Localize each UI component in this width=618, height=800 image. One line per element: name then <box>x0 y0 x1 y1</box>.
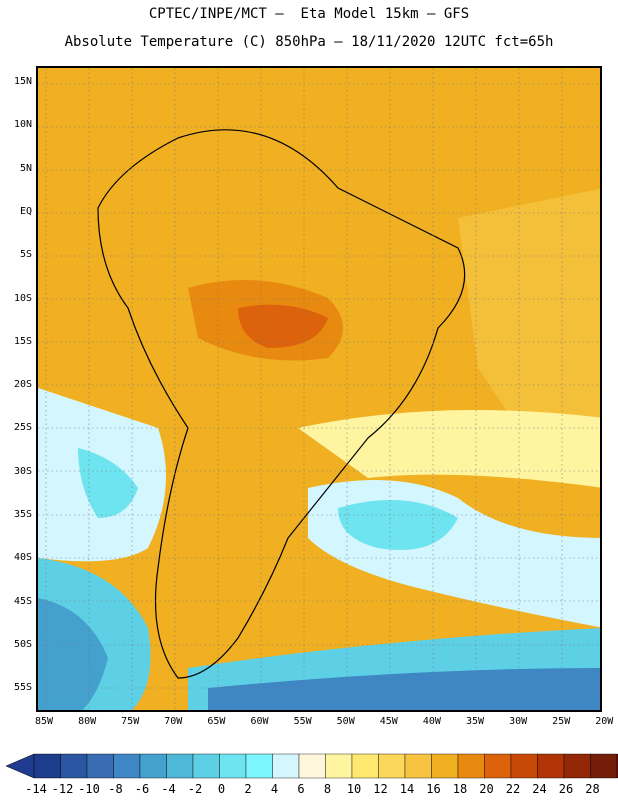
colorbar-cell <box>86 753 114 779</box>
colorbar-tick-label: 4 <box>270 782 279 796</box>
colorbar-tick-label: 2 <box>244 782 252 796</box>
lon-label: 20W <box>595 716 614 727</box>
colorbar-under-arrow <box>5 753 35 779</box>
field-far-south-cold <box>208 668 600 710</box>
lat-label: 45S <box>13 595 32 607</box>
colorbar-cell <box>563 753 591 779</box>
colorbar-cell <box>113 753 141 779</box>
colorbar-cell <box>431 753 459 779</box>
lat-label: 50S <box>13 638 32 650</box>
colorbar-cell <box>404 753 432 779</box>
colorbar-cell <box>351 753 379 779</box>
colorbar-tick-label: -14 <box>25 782 47 796</box>
chart-title-line1: CPTEC/INPE/MCT – Eta Model 15km – GFS <box>148 6 470 22</box>
colorbar-cell <box>325 753 353 779</box>
lat-label: 20S <box>13 379 32 391</box>
lat-label: 55S <box>13 682 32 694</box>
colorbar-cells <box>5 753 618 779</box>
lat-label: 10N <box>13 119 32 131</box>
colorbar-cell <box>298 753 326 779</box>
lat-label: 15S <box>13 335 32 347</box>
field-e-ocean <box>458 188 600 428</box>
lat-label: 5S <box>19 249 32 261</box>
colorbar-tick-label: 12 <box>373 782 388 796</box>
field-s-yellow-band <box>298 410 600 488</box>
colorbar-cell <box>457 753 485 779</box>
lat-label: 25S <box>13 422 32 434</box>
colorbar-tick-label: 18 <box>452 782 468 796</box>
colorbar-cell <box>510 753 538 779</box>
lon-label: 35W <box>465 716 485 727</box>
colorbar-tick-label: 8 <box>323 782 332 796</box>
colorbar-cell <box>272 753 300 779</box>
colorbar-tick-label: -4 <box>161 782 176 796</box>
colorbar-tick-label: 28 <box>585 782 600 796</box>
field-interior-hot <box>238 304 328 348</box>
colorbar-cell <box>590 753 618 779</box>
lat-label: 35S <box>13 509 32 520</box>
colorbar-cell <box>245 753 273 779</box>
lat-label: 10S <box>13 292 32 304</box>
colorbar-cell <box>484 753 512 779</box>
lat-label: 30S <box>13 465 32 477</box>
colorbar-cell <box>219 753 247 779</box>
lon-label: 30W <box>509 716 528 727</box>
lat-label: EQ <box>19 205 32 217</box>
lon-label: 60W <box>250 716 269 727</box>
lat-label: 5N <box>19 162 32 174</box>
colorbar-tick-label: 20 <box>479 782 494 796</box>
colorbar-tick-label: 10 <box>346 782 362 796</box>
colorbar <box>5 753 618 779</box>
field-sw-colder <box>38 598 108 710</box>
colorbar-cell <box>33 753 61 779</box>
lon-label: 85W <box>34 716 54 727</box>
field-w-cyan <box>78 448 138 518</box>
lon-label: 25W <box>552 716 571 727</box>
lon-label: 55W <box>293 716 312 727</box>
colorbar-cell <box>166 753 194 779</box>
colorbar-tick-label: -2 <box>187 782 203 796</box>
lat-label: 15N <box>13 76 32 87</box>
colorbar-cell <box>60 753 88 779</box>
chart-title-line2: Absolute Temperature (C) 850hPa – 18/11/… <box>64 34 554 50</box>
lon-label: 65W <box>207 716 226 727</box>
colorbar-cell <box>378 753 406 779</box>
colorbar-tick-label: -6 <box>134 782 150 796</box>
colorbar-tick-label: -10 <box>78 782 100 796</box>
colorbar-tick-label: 24 <box>532 782 547 796</box>
temperature-field <box>38 68 600 710</box>
colorbar-tick-label: -8 <box>108 782 123 796</box>
lon-label: 45W <box>379 716 398 727</box>
lon-label: 50W <box>336 716 355 727</box>
field-s-atlantic-cyan <box>338 500 458 550</box>
colorbar-cell <box>192 753 220 779</box>
lat-label: 40S <box>13 552 32 564</box>
colorbar-cell <box>537 753 565 779</box>
colorbar-tick-label: 14 <box>399 782 415 796</box>
colorbar-tick-label: 0 <box>217 782 226 796</box>
lon-label: 70W <box>164 716 183 727</box>
lon-label: 40W <box>422 716 441 727</box>
colorbar-tick-label: 26 <box>558 782 574 796</box>
lon-label: 75W <box>121 716 140 727</box>
colorbar-tick-label: 6 <box>297 782 305 796</box>
temperature-map <box>36 66 602 712</box>
lon-label: 80W <box>78 716 97 727</box>
colorbar-tick-label: -12 <box>51 782 74 796</box>
colorbar-cell <box>139 753 167 779</box>
colorbar-tick-label: 16 <box>426 782 441 796</box>
colorbar-tick-label: 22 <box>505 782 521 796</box>
